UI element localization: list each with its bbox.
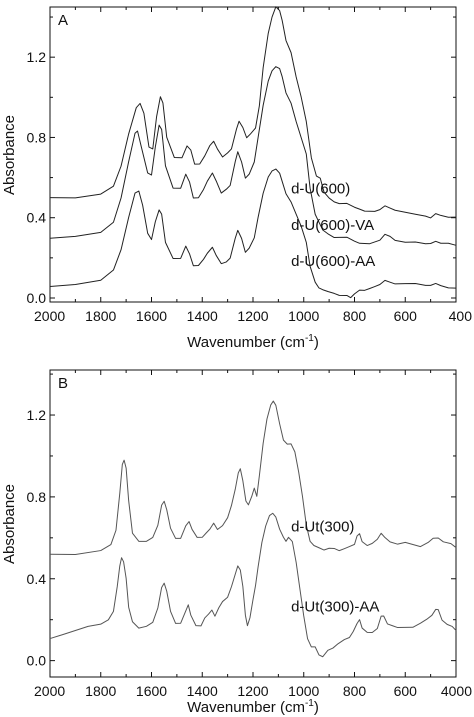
panel-b-y-tick-label: 0.8 [27,489,47,505]
panel-b-series-line [49,400,457,555]
panel-a-series-label: d-U(600)-AA [291,253,375,270]
panel-b-x-axis-label-main: Wavenumber (cm [187,699,305,716]
panel-a-x-tick-label: 1200 [237,308,268,324]
panel-a-x-tick-label: 1000 [288,308,319,324]
panel-b-x-axis-label-end: ) [314,699,319,716]
panel-a-letter: A [58,12,68,29]
panel-b-x-tick-label: 1600 [136,683,167,699]
panel-a-x-axis-label-main: Wavenumber (cm [187,334,305,351]
panel-b-x-tick-label: 600 [394,683,418,699]
panel-a-x-tick-label: 600 [394,308,418,324]
panel-a-series-line [49,66,457,246]
panel-a-x-tick-label: 400 [449,308,473,324]
panel-b-y-axis-label: Absorbance [1,484,18,564]
panel-a-series-label: d-U(600)-VA [291,217,374,234]
panel-b-y-tick-label: 1.2 [27,407,47,423]
panel-b-letter: B [58,375,68,392]
panel-a-y-tick-label: 0.4 [27,210,47,226]
panel-b-x-tick-label: 1400 [187,683,218,699]
panel-a-x-tick-label: 2000 [34,308,65,324]
panel-a-y-tick-label: 0.8 [27,129,47,145]
panel-b-x-tick-label: 1200 [237,683,268,699]
panel-b-series-label: d-Ut(300) [291,519,354,536]
panel-a-y-axis-label: Absorbance [1,115,18,195]
panel-b-series-label: d-Ut(300)-AA [291,599,379,616]
panel-a-x-tick-label: 1600 [136,308,167,324]
panel-a-series-line [49,6,457,219]
panel-b: B Wavenumber (cm-1) Absorbance 2000 1800 1… [1,369,472,716]
panel-b-x-axis-label: Wavenumber (cm-1) [187,698,319,716]
panel-a-axes: 2000 1800 1600 1400 1200 1000 800 600 400 0.0 0.4 0… [27,7,473,324]
panel-a-series-label: d-U(600) [291,181,350,198]
panel-a-x-axis-label-end: ) [314,334,319,351]
panel-b-x-axis-label-sup: -1 [305,698,314,709]
panel-b-x-tick-label: 4000 [441,683,472,699]
panel-a-y-tick-label: 1.2 [27,49,47,65]
panel-b-x-tick-label: 1800 [85,683,116,699]
panel-b-y-tick-label: 0.4 [27,571,47,587]
panel-b-y-tick-label: 0.0 [27,653,47,669]
panel-b-traces: d-Ut(300) d-Ut(300)-AA [49,400,457,658]
panel-b-plot-frame [49,369,457,678]
panel-a-traces: d-U(600) d-U(600)-VA d-U(600)-AA [49,6,457,299]
panel-b-series-line [49,512,457,658]
panel-b-axes: 2000 1800 1600 1400 1200 1000 800 600 4000 0.0 0.4… [27,370,472,699]
panel-a: A Wavenumber (cm-1) Absorbance 2000 1800 1… [1,6,473,351]
panel-a-series-line [49,168,457,299]
panel-b-x-tick-label: 800 [343,683,367,699]
panel-b-x-tick-label: 1000 [288,683,319,699]
panel-a-y-tick-label: 0.0 [27,290,47,306]
panel-a-x-tick-label: 800 [343,308,367,324]
panel-b-x-tick-label: 2000 [34,683,65,699]
panel-a-x-axis-label-sup: -1 [305,333,314,344]
panel-a-plot-frame [49,6,457,303]
panel-a-x-tick-label: 1400 [187,308,218,324]
panel-a-x-tick-label: 1800 [85,308,116,324]
panel-a-x-axis-label: Wavenumber (cm-1) [187,333,319,351]
